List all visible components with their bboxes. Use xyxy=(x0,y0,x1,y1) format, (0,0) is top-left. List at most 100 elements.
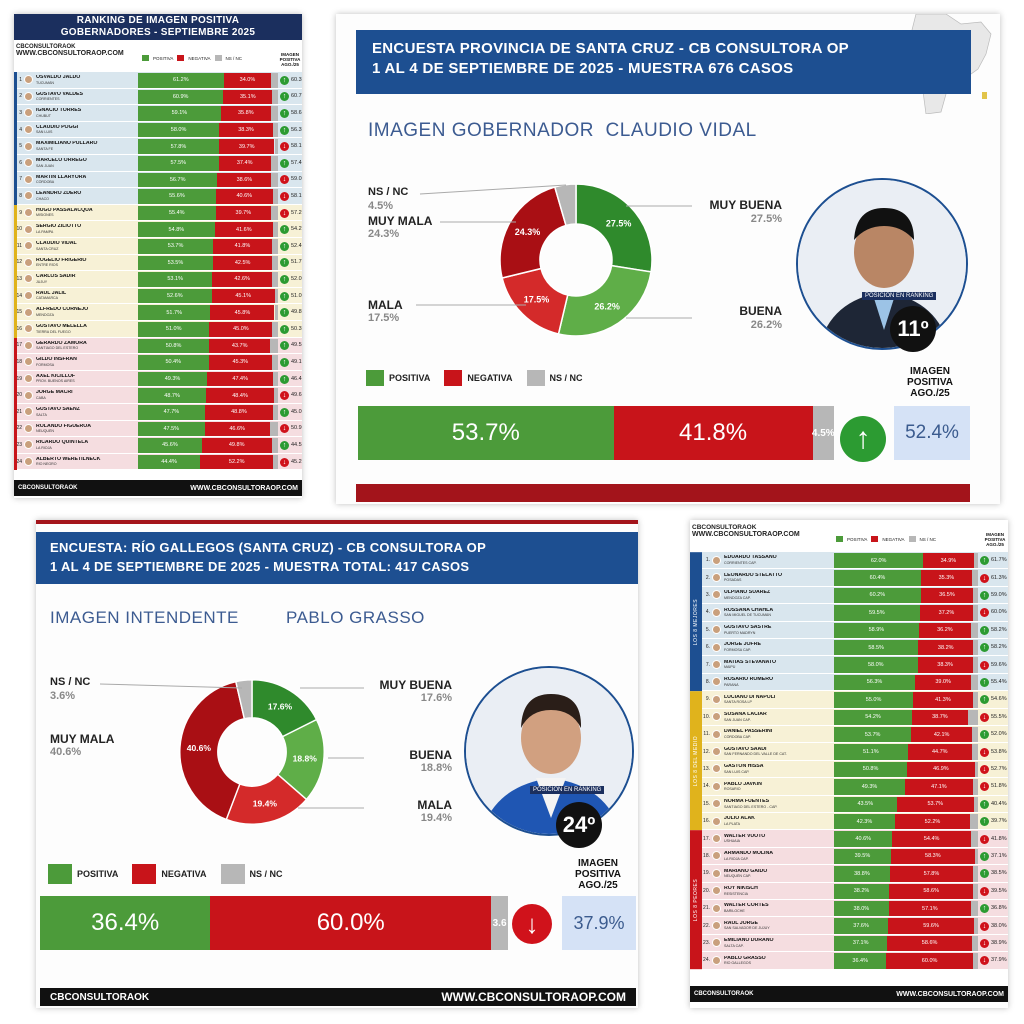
candidate-name: NORMA FUENTES xyxy=(724,799,770,805)
person-avatar-icon xyxy=(24,141,33,151)
candidate-place: PROV. BUENOS AIRES xyxy=(36,379,75,384)
negative-bar: 60.0% xyxy=(210,896,492,950)
candidate-cell: RAÚL JALIL CATAMARCA xyxy=(36,291,146,301)
rg-label-buena: BUENA xyxy=(409,748,452,762)
table-row: 9. LUCIANO DI NÁPOLI SANTA ROSA LP 55.0% 41.… xyxy=(702,691,1008,709)
negative-bar: 37.4% xyxy=(218,156,271,171)
donut-slice-label: 19.4% xyxy=(253,798,278,808)
candidate-name: RICARDO QUINTELA xyxy=(36,440,89,446)
negative-bar: 52.2% xyxy=(200,454,274,470)
person-avatar-icon xyxy=(712,660,721,670)
previous-positive-value: 51.7% xyxy=(291,259,302,266)
candidate-place: JUJUY xyxy=(36,279,48,284)
positive-bar: 49.3% xyxy=(138,371,208,387)
candidate-name: JULIO ALAK xyxy=(724,816,755,822)
rank-number: 24. xyxy=(703,957,710,964)
candidate-cell: ALBERTO WERETILNECK RÍO NEGRO xyxy=(36,457,146,467)
governor-ranking-panel: RANKING DE IMAGEN POSITIVA GOBERNADORES … xyxy=(14,14,302,498)
legend-ns: NS / NC xyxy=(225,55,243,61)
positive-bar: 50.8% xyxy=(834,761,908,778)
positive-bar: 43.5% xyxy=(834,796,897,812)
rank-number: 12. xyxy=(703,748,710,755)
candidate-place: LA RIOJA xyxy=(36,445,52,450)
ns-bar xyxy=(973,883,978,899)
candidate-name: GILDO INSFRÁN xyxy=(36,357,77,363)
positive-bar: 56.7% xyxy=(138,172,218,188)
candidate-name: LUCIANO DI NÁPOLI xyxy=(724,694,776,700)
person-avatar-icon xyxy=(712,677,721,687)
ns-bar xyxy=(972,779,978,795)
sc-value-muy-mala: 24.3% xyxy=(368,228,400,240)
sc-legend-neg-swatch xyxy=(444,370,463,386)
person-avatar-icon xyxy=(24,158,33,168)
rg-footer: CBCONSULTORAOK WWW.CBCONSULTORAOP.COM xyxy=(40,988,636,1006)
candidate-name: PABLO JAVKIN xyxy=(724,781,762,787)
negative-bar: 58.6% xyxy=(889,883,974,899)
previous-positive-value: 46.4% xyxy=(291,375,302,382)
rank-number: 13. xyxy=(703,765,710,772)
sc-prev-header: IMAGEN POSITIVA AGO./25 xyxy=(892,366,968,399)
candidate-name: GERARDO ZAMORA xyxy=(36,340,87,346)
rank-number: 18. xyxy=(703,852,710,859)
ns-bar xyxy=(272,322,278,337)
candidate-name: LEONARDO STELATTO xyxy=(724,572,783,578)
governor-ranking-title-2: GOBERNADORES - SEPTIEMBRE 2025 xyxy=(60,27,256,38)
candidate-cell: SUSANA LACIAR SAN JUAN CAP. xyxy=(724,712,834,722)
previous-positive-value: 61.3% xyxy=(991,574,1007,581)
previous-positive-value: 49.8% xyxy=(291,309,302,316)
mayor-footer-website: WWW.CBCONSULTORAOP.COM xyxy=(896,990,1004,998)
arrow-down-icon: ↓ xyxy=(980,938,989,948)
previous-positive-value: 54.6% xyxy=(991,696,1007,703)
ns-bar xyxy=(270,156,278,171)
negative-bar: 59.6% xyxy=(888,918,974,934)
rank-number: 16. xyxy=(703,818,710,825)
person-avatar-icon xyxy=(712,607,721,617)
table-row: 5. GUSTAVO SASTRE PUERTO MADRYN 58.9% 36.2% ↑… xyxy=(702,621,1008,639)
rg-prev-header-3: AGO./25 xyxy=(578,880,618,891)
ns-bar xyxy=(970,901,978,917)
ns-bar xyxy=(270,106,278,121)
table-row: 21. WALTER CORTÉS BARILOCHE 38.0% 57.1% ↑ 36.8… xyxy=(702,900,1008,918)
negative-bar: 52.2% xyxy=(894,814,971,830)
candidate-name: GUSTAVO SASTRE xyxy=(724,625,772,631)
arrow-up-icon: ↑ xyxy=(980,817,989,827)
candidate-place: CHACO xyxy=(36,196,49,201)
rg-value-mala: 19.4% xyxy=(420,812,452,824)
negative-bar: 34.0% xyxy=(223,73,272,88)
sc-legend-pos: POSITIVA xyxy=(389,373,431,383)
candidate-cell: WALTER CORTÉS BARILOCHE xyxy=(724,903,834,913)
rg-legend-ns: NS / NC xyxy=(249,869,283,879)
rg-legend-pos-swatch xyxy=(48,864,72,884)
previous-positive-value: 40.4% xyxy=(991,800,1007,807)
ns-bar xyxy=(273,371,278,387)
candidate-cell: SERGIO ZILIOTTO LA PAMPA xyxy=(36,224,146,234)
person-avatar-icon xyxy=(24,174,33,184)
person-avatar-icon xyxy=(24,440,33,450)
candidate-name: CARLOS SADIR xyxy=(36,274,76,280)
previous-positive-value: 54.2% xyxy=(291,226,302,233)
rank-number: 5. xyxy=(705,626,710,633)
rank-number: 23 xyxy=(16,441,22,448)
previous-positive-value: 59.0% xyxy=(991,591,1007,598)
candidate-cell: ROGELIO FRIGERIO ENTRE RÍOS xyxy=(36,258,146,268)
candidate-name: MAXIMILIANO PULLARO xyxy=(36,141,98,147)
table-row: 2. LEONARDO STELATTO POSADAS 60.4% 35.3% ↓ 61.… xyxy=(702,569,1008,587)
person-avatar-icon xyxy=(712,886,721,896)
candidate-cell: GUSTAVO VALDÉS CORRIENTES xyxy=(36,92,146,102)
governor-ranking-brand-row: CBCONSULTORAOK WWW.CBCONSULTORAOP.COM xyxy=(16,44,136,57)
person-avatar-icon xyxy=(712,625,721,635)
negative-bar: 47.4% xyxy=(207,371,274,387)
rg-mayor-portrait xyxy=(464,666,634,836)
person-avatar-icon xyxy=(712,851,721,861)
person-avatar-icon xyxy=(712,764,721,774)
negative-bar: 39.7% xyxy=(215,205,272,221)
arrow-down-icon: ↓ xyxy=(980,573,989,583)
rg-value-muy-mala: 40.6% xyxy=(50,746,82,758)
candidate-name: MARCELO ORREGO xyxy=(36,158,87,164)
previous-positive-value: 50.3% xyxy=(291,325,302,332)
rg-label-muy-buena: MUY BUENA xyxy=(379,678,452,692)
sc-value-mala: 17.5% xyxy=(368,312,400,324)
